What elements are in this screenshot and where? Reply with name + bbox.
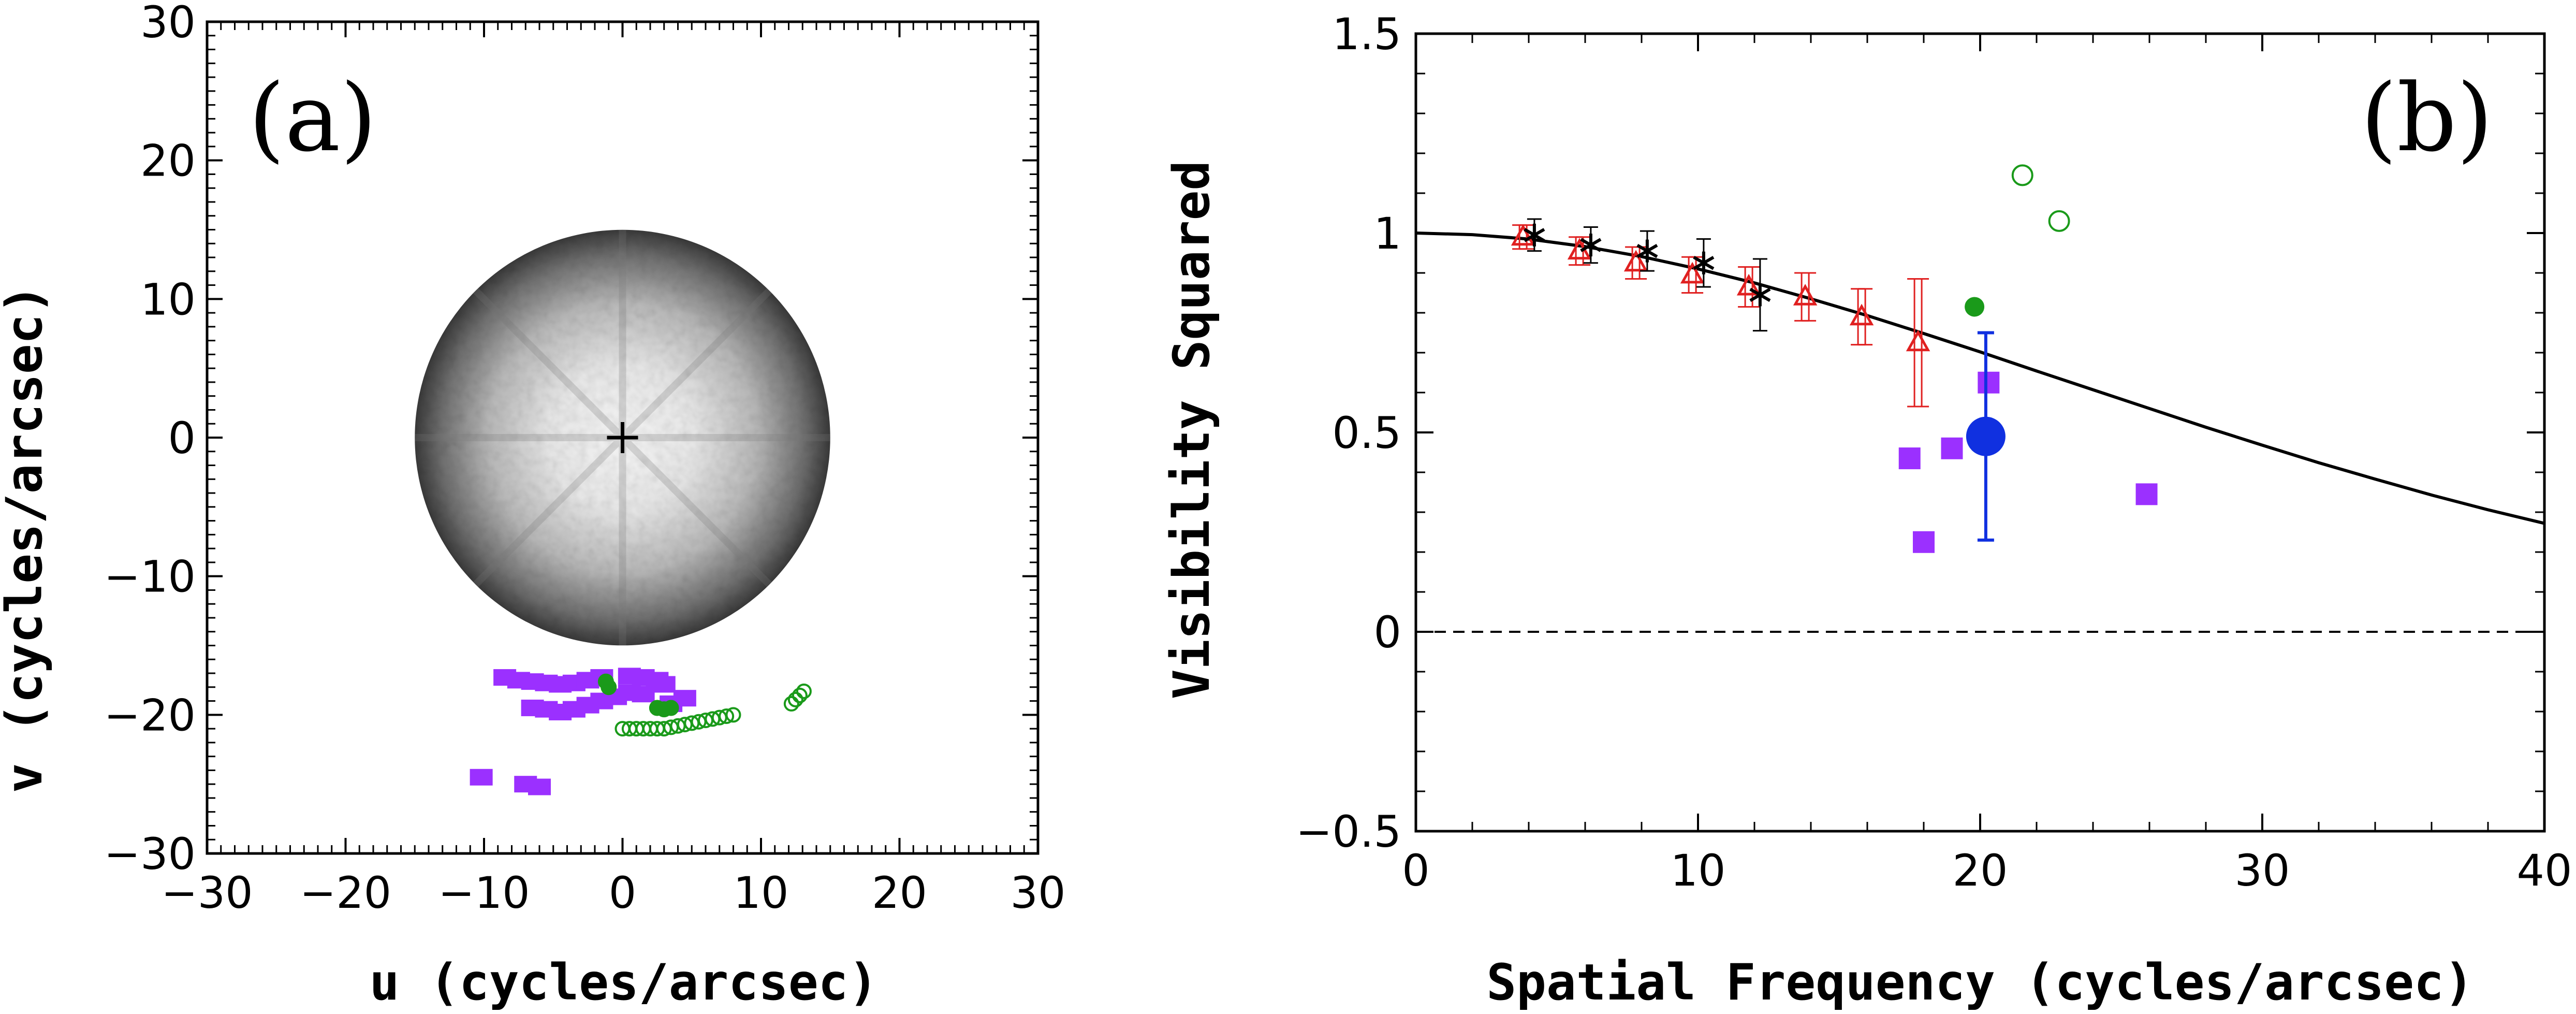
uv-point-green-open (719, 708, 735, 725)
y-tick-label: −0.5 (1296, 806, 1401, 857)
asterisk-stroke (1580, 238, 1602, 252)
y-tick-label: 1 (1374, 208, 1401, 259)
visibility-point-green-open (2011, 164, 2033, 186)
y-tick-label: −20 (104, 690, 196, 741)
panel-a-y-axis-label: v (cycles/arcsec) (0, 284, 53, 793)
visibility-point-black-asterisk (1580, 234, 1602, 257)
visibility-point-red-triangle (1623, 250, 1648, 272)
visibility-point-red-triangle (1511, 224, 1535, 246)
y-tick-label: 0 (1374, 607, 1401, 658)
x-tick-label: 0 (609, 867, 636, 918)
uv-point-green-filled (601, 679, 617, 696)
panel-b-y-axis-label: Visibility Squared (1163, 161, 1221, 699)
visibility-point-green-open (2048, 210, 2070, 232)
panel-a-frame (206, 20, 1040, 855)
panel-b-frame (1414, 32, 2546, 833)
uv-point-green-open (783, 696, 799, 712)
x-tick-label: −10 (438, 867, 530, 918)
visibility-point-purple-square (1898, 447, 1921, 470)
y-tick-label: 10 (140, 274, 196, 325)
x-tick-label: 20 (872, 867, 927, 918)
uv-point-green-open (787, 691, 803, 707)
x-tick-label: 10 (1671, 845, 1726, 896)
x-tick-label: −30 (161, 867, 253, 918)
x-tick-label: −20 (300, 867, 391, 918)
panel-a-label: (a) (248, 64, 377, 172)
x-tick-label: 30 (2235, 845, 2290, 896)
uv-point-purple-square (470, 769, 493, 786)
y-tick-label: 1.5 (1332, 9, 1401, 60)
uv-point-purple-square (632, 686, 655, 703)
y-tick-label: 30 (140, 0, 196, 48)
visibility-point-purple-square (1913, 531, 1935, 553)
visibility-point-black-asterisk (1749, 283, 1771, 307)
center-plus-marker (607, 422, 638, 453)
model-visibility-curve (1416, 231, 2544, 525)
y-tick-label: 0.5 (1332, 408, 1401, 458)
asterisk-stroke (1749, 287, 1771, 302)
asterisk-stroke (1524, 228, 1545, 242)
visibility-point-green-filled (1965, 297, 1985, 317)
visibility-point-purple-square (1978, 371, 2000, 394)
uv-point-green-open (792, 687, 808, 703)
panel-a: −30 −20 −10 0 10 20 30 −30 −20 −10 0 10 20 30 (a) u (… (0, 0, 1065, 1011)
visibility-point-blue-large (1966, 416, 2006, 456)
asterisk-stroke (1693, 256, 1715, 270)
x-tick-label: 0 (1402, 845, 1429, 896)
visibility-point-red-triangle (1680, 262, 1705, 284)
visibility-point-red-triangle (1906, 329, 1930, 352)
x-tick-label: 40 (2517, 845, 2572, 896)
visibility-point-black-asterisk (1693, 251, 1715, 274)
visibility-point-black-asterisk (1524, 223, 1545, 247)
panel-b-x-axis-label: Spatial Frequency (cycles/arcsec) (1486, 953, 2473, 1011)
x-tick-label: 30 (1011, 867, 1066, 918)
visibility-point-red-triangle (1793, 284, 1818, 306)
panel-a-x-axis-label: u (cycles/arcsec) (370, 953, 879, 1011)
visibility-point-purple-square (1941, 437, 1963, 459)
visibility-point-red-triangle (1849, 303, 1874, 326)
uv-point-purple-square (528, 778, 551, 795)
y-tick-label: −30 (104, 829, 196, 879)
uv-point-green-open (725, 707, 741, 723)
x-tick-label: 10 (734, 867, 789, 918)
visibility-point-purple-square (2135, 483, 2158, 505)
uv-point-purple-square (652, 676, 676, 693)
uv-point-green-open (796, 683, 812, 699)
panel-b-label: (b) (2361, 64, 2493, 172)
visibility-point-red-triangle (1736, 273, 1761, 296)
uv-point-green-filled (663, 700, 679, 716)
asterisk-stroke (1636, 244, 1658, 258)
y-tick-label: 0 (168, 413, 196, 463)
y-tick-label: 20 (140, 136, 196, 186)
y-tick-label: −10 (104, 552, 196, 602)
visibility-point-black-asterisk (1636, 239, 1658, 263)
panel-b: 0 10 20 30 40−0.500.511.5 (b) Spatial Freque… (1163, 9, 2572, 1011)
x-tick-label: 20 (1953, 845, 2008, 896)
